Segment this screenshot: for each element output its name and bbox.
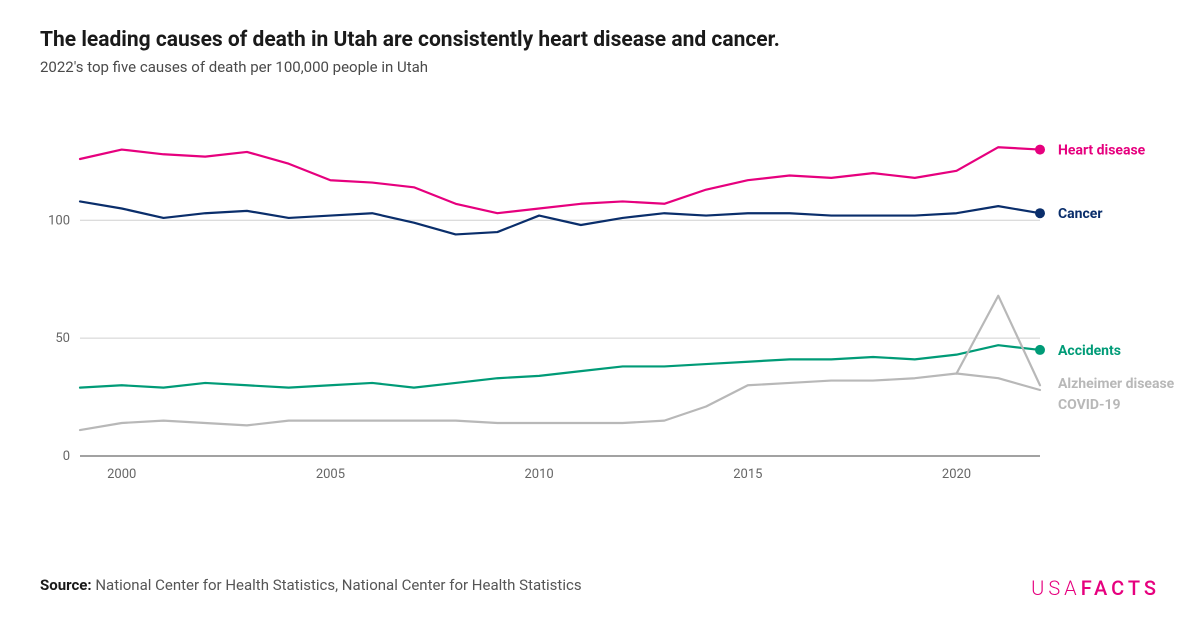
svg-text:Alzheimer disease: Alzheimer disease	[1058, 376, 1175, 392]
logo-bold: FACTS	[1081, 576, 1160, 600]
source-prefix: Source:	[40, 576, 95, 594]
svg-text:0: 0	[63, 449, 70, 464]
chart-area: 0 50 100 2000 2005 2010 2015 2020 Heart disease C…	[40, 126, 1160, 506]
svg-text:2020: 2020	[942, 467, 971, 482]
svg-text:Heart disease: Heart disease	[1058, 143, 1146, 159]
source-text: National Center for Health Statistics, N…	[95, 576, 581, 594]
usafacts-logo: USAFACTS	[1031, 576, 1160, 600]
chart-subtitle: 2022's top five causes of death per 100,…	[40, 58, 1160, 76]
svg-text:COVID-19: COVID-19	[1058, 397, 1121, 413]
svg-text:Cancer: Cancer	[1058, 206, 1102, 222]
svg-text:2015: 2015	[733, 467, 762, 482]
svg-text:Accidents: Accidents	[1058, 343, 1121, 359]
svg-text:2000: 2000	[107, 467, 136, 482]
svg-text:100: 100	[48, 213, 70, 228]
svg-text:50: 50	[55, 331, 70, 346]
svg-text:2010: 2010	[525, 467, 554, 482]
source-line: Source: National Center for Health Stati…	[40, 576, 582, 594]
logo-thin: USA	[1031, 576, 1081, 600]
line-chart-svg: 0 50 100 2000 2005 2010 2015 2020 Heart disease C…	[40, 126, 1180, 496]
svg-text:2005: 2005	[316, 467, 345, 482]
chart-title: The leading causes of death in Utah are …	[40, 28, 1160, 52]
